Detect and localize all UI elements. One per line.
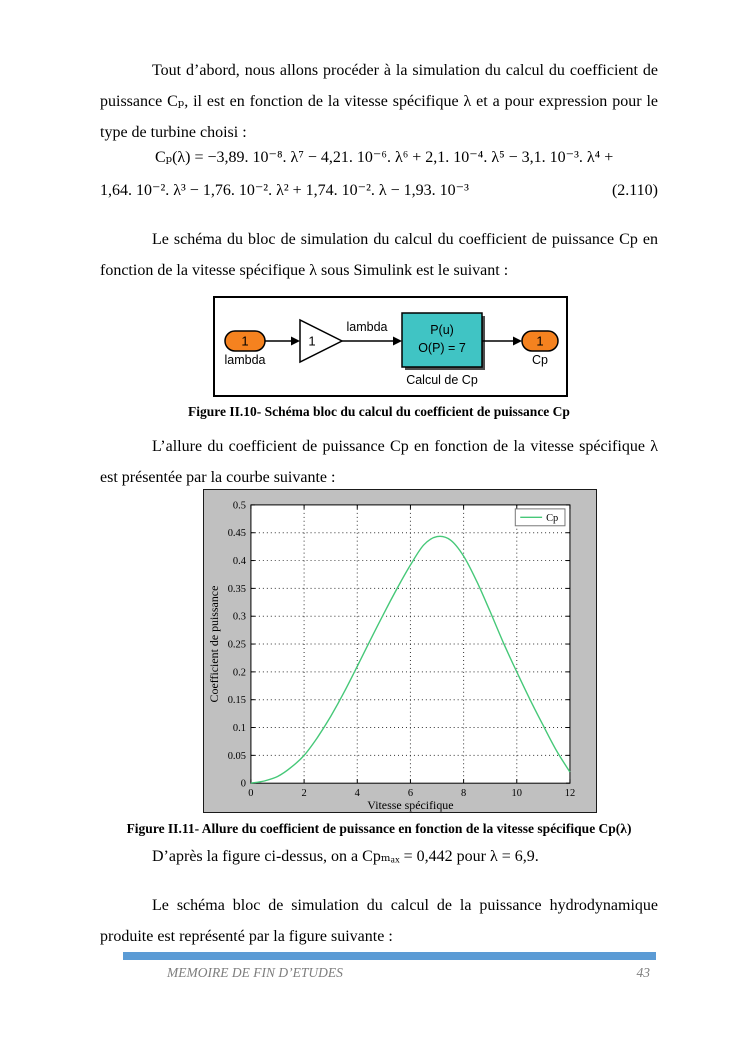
output-port-label: Cp bbox=[532, 353, 548, 367]
y-tick-label: 0.25 bbox=[228, 640, 246, 651]
page-number: 43 bbox=[636, 965, 651, 980]
y-tick-label: 0.3 bbox=[233, 612, 246, 623]
output-port-value: 1 bbox=[536, 334, 543, 349]
input-port-value: 1 bbox=[241, 334, 248, 349]
x-tick-label: 8 bbox=[461, 788, 466, 799]
x-axis-label: Vitesse spécifique bbox=[367, 798, 453, 812]
paragraph-intro: Tout d’abord, nous allons procéder à la … bbox=[100, 62, 658, 141]
equation-line-2: 1,64. 10⁻². λ³ − 1,76. 10⁻². λ² + 1,74. … bbox=[100, 174, 658, 207]
y-tick-label: 0.05 bbox=[228, 751, 246, 762]
arrow-head-icon bbox=[513, 336, 522, 346]
fcn-block-rect bbox=[401, 312, 483, 368]
x-tick-label: 12 bbox=[565, 788, 575, 799]
footer-text: MEMOIRE DE FIN D’ETUDES bbox=[167, 965, 343, 980]
paragraph-cpmax: D’après la figure ci-dessus, on a Cpₘₐₓ … bbox=[152, 848, 539, 865]
equation-number: (2.110) bbox=[611, 182, 658, 199]
gain-value: 1 bbox=[308, 334, 315, 349]
paragraph-schema-bloc: Le schéma du bloc de simulation du calcu… bbox=[100, 231, 658, 279]
equation-line-2-text: 1,64. 10⁻². λ³ − 1,76. 10⁻². λ² + 1,74. … bbox=[100, 182, 469, 199]
y-axis-label: Coefficient de puissance bbox=[207, 586, 221, 703]
equation-block: Cₚ(λ) = −3,89. 10⁻⁸. λ⁷ − 4,21. 10⁻⁶. λ⁶… bbox=[100, 141, 658, 207]
axes-border bbox=[250, 504, 571, 784]
y-tick-label: 0.35 bbox=[228, 584, 246, 595]
y-tick-label: 0.4 bbox=[233, 556, 247, 567]
cp-chart-figure: 0 2 4 6 8 10 12 0 0.05 0.1 0.15 0.2 0.25 0.3 0.35 0.4 0.… bbox=[203, 489, 597, 813]
fcn-block-line2: O(P) = 7 bbox=[418, 341, 466, 355]
input-port-label: lambda bbox=[225, 353, 266, 367]
fcn-block-label: Calcul de Cp bbox=[406, 373, 478, 387]
simulink-svg: 1 lambda 1 lambda P(u) O(P) = 7 Calcul d… bbox=[224, 312, 559, 387]
arrow-head-icon bbox=[291, 336, 300, 346]
footer: MEMOIRE DE FIN D’ETUDES 43 bbox=[123, 963, 656, 983]
fcn-block-line1: P(u) bbox=[430, 323, 454, 337]
x-tick-label: 0 bbox=[248, 788, 253, 799]
x-tick-label: 4 bbox=[355, 788, 361, 799]
cp-chart: 0 2 4 6 8 10 12 0 0.05 0.1 0.15 0.2 0.25 0.3 0.35 0.4 0.… bbox=[204, 490, 596, 812]
y-tick-label: 0.2 bbox=[233, 667, 246, 678]
y-tick-label: 0.1 bbox=[233, 723, 246, 734]
y-tick-label: 0 bbox=[241, 779, 246, 790]
figure-10-caption: Figure II.10- Schéma bloc du calcul du c… bbox=[188, 404, 570, 419]
footer-bar bbox=[123, 952, 656, 960]
legend-label: Cp bbox=[546, 513, 558, 524]
y-tick-label: 0.5 bbox=[233, 500, 246, 511]
figure-simulink-diagram: 1 lambda 1 lambda P(u) O(P) = 7 Calcul d… bbox=[213, 296, 568, 397]
x-tick-label: 6 bbox=[408, 788, 413, 799]
output-port bbox=[521, 330, 559, 352]
figure-11-caption: Figure II.11- Allure du coefficient de p… bbox=[126, 821, 632, 836]
equation-line-1: Cₚ(λ) = −3,89. 10⁻⁸. λ⁷ − 4,21. 10⁻⁶. λ⁶… bbox=[155, 149, 614, 166]
arrow-head-icon bbox=[393, 336, 402, 346]
x-tick-label: 2 bbox=[301, 788, 306, 799]
y-tick-label: 0.15 bbox=[228, 695, 246, 706]
paragraph-allure: L’allure du coefficient de puissance Cp … bbox=[100, 438, 658, 486]
cp-curve bbox=[250, 535, 571, 784]
y-tick-label: 0.45 bbox=[228, 528, 246, 539]
gain-block bbox=[299, 318, 344, 364]
paragraph-hydrodynamique: Le schéma bloc de simulation du calcul d… bbox=[100, 897, 658, 945]
x-tick-label: 10 bbox=[512, 788, 522, 799]
signal-label: lambda bbox=[347, 320, 388, 334]
